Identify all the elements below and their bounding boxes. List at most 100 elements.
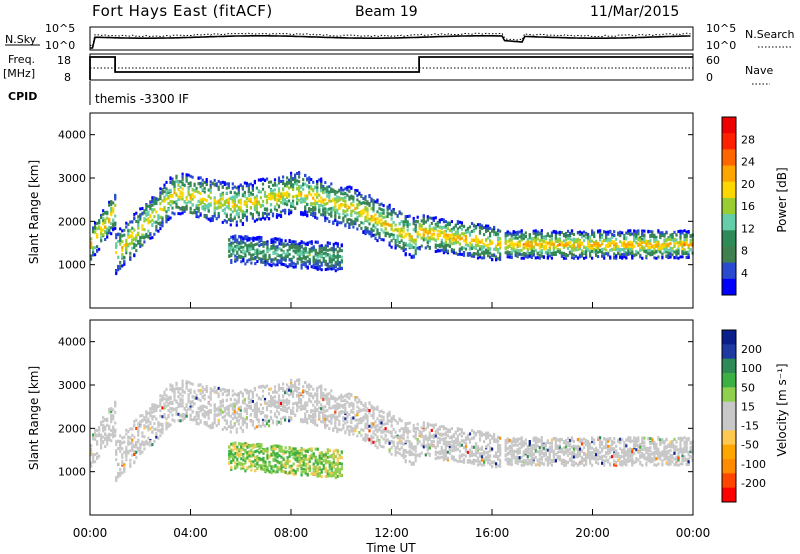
power-cell [256,237,259,241]
power-cell [179,212,182,216]
power-cell [312,202,315,206]
power-cell [294,178,297,182]
power-cell [252,236,255,240]
power-cell [354,207,357,211]
power-cell [639,248,642,252]
power-cell [189,184,192,188]
velocity-cell [310,415,313,418]
colorbar-swatch [722,214,736,231]
power-cell [322,211,325,215]
power-cell [197,209,200,213]
power-cell [530,253,533,257]
power-cell [516,241,519,244]
velocity-cell [114,428,117,432]
power-cell [292,240,295,244]
power-cell [286,182,289,186]
power-cell [290,204,293,208]
velocity-cell [213,421,216,425]
power-cell [199,176,202,180]
velocity-cell [277,383,281,387]
power-cell [302,241,305,245]
power-cell [558,239,561,243]
velocity-cell [117,440,120,444]
power-cell [300,263,303,267]
power-cell [444,225,447,229]
beam-title: Beam 19 [355,4,418,20]
power-cell [627,244,630,248]
power-cell [243,213,246,217]
power-cell [631,250,634,254]
power-cell [659,231,662,235]
velocity-cell [288,406,291,410]
colorbar-swatch [722,230,736,247]
power-cell [151,203,154,207]
velocity-cell [106,435,109,439]
power-cell [613,247,616,251]
power-cell [348,189,351,193]
power-cell [265,215,269,219]
velocity-cell [161,397,164,401]
power-cell [298,247,301,251]
velocity-cell [173,395,176,398]
power-cell [564,235,568,239]
power-cell [619,255,622,259]
power-cell [227,197,230,201]
power-cell [314,199,317,203]
velocity-cell [185,403,188,407]
power-cell [376,198,379,202]
velocity-cell [304,419,307,423]
power-cell [108,229,111,233]
velocity-cell [187,389,190,393]
power-cell [102,233,105,237]
velocity-cell [159,434,162,438]
power-cell [284,252,287,256]
power-cell [376,217,379,221]
power-cell [308,180,311,184]
power-cell [366,219,369,223]
power-cell [314,258,317,262]
velocity-cell [195,413,198,417]
power-cell [300,184,303,188]
power-cell [340,192,343,196]
power-cell [514,254,517,258]
velocity-cell [203,405,206,408]
velocity-cell [229,398,232,401]
velocity-cell [137,422,140,426]
power-cell [583,234,586,238]
power-cell [290,264,293,268]
power-cell [629,248,632,251]
velocity-cell [119,467,122,471]
power-cell [272,246,275,250]
power-cell [342,188,345,192]
velocity-cell [147,436,150,440]
power-cell [605,252,608,256]
velocity-cell [90,448,93,452]
power-cell [324,268,327,271]
velocity-cell [251,395,254,399]
velocity-cell [282,389,285,393]
velocity-cell [215,391,218,395]
velocity-cell [100,420,103,424]
power-cell [647,229,650,233]
velocity-cell [161,431,164,435]
power-cell [524,231,527,235]
power-cell [485,224,488,228]
velocity-cell [316,387,319,390]
power-cell [580,253,584,257]
power-cell [372,229,375,233]
velocity-cell [316,423,319,427]
velocity-cell [312,409,315,413]
colorbar-tick-label: 24 [741,156,755,169]
power-cell [663,232,666,236]
velocity-cell [187,394,190,398]
power-cell [611,248,614,252]
power-cell [458,225,461,229]
power-cell [151,236,154,240]
power-cell [211,215,214,218]
power-cell [161,187,164,191]
power-cell [322,252,325,256]
power-cell [129,242,132,246]
power-cell [318,207,321,211]
power-cell [131,239,134,243]
power-cell [284,193,287,197]
